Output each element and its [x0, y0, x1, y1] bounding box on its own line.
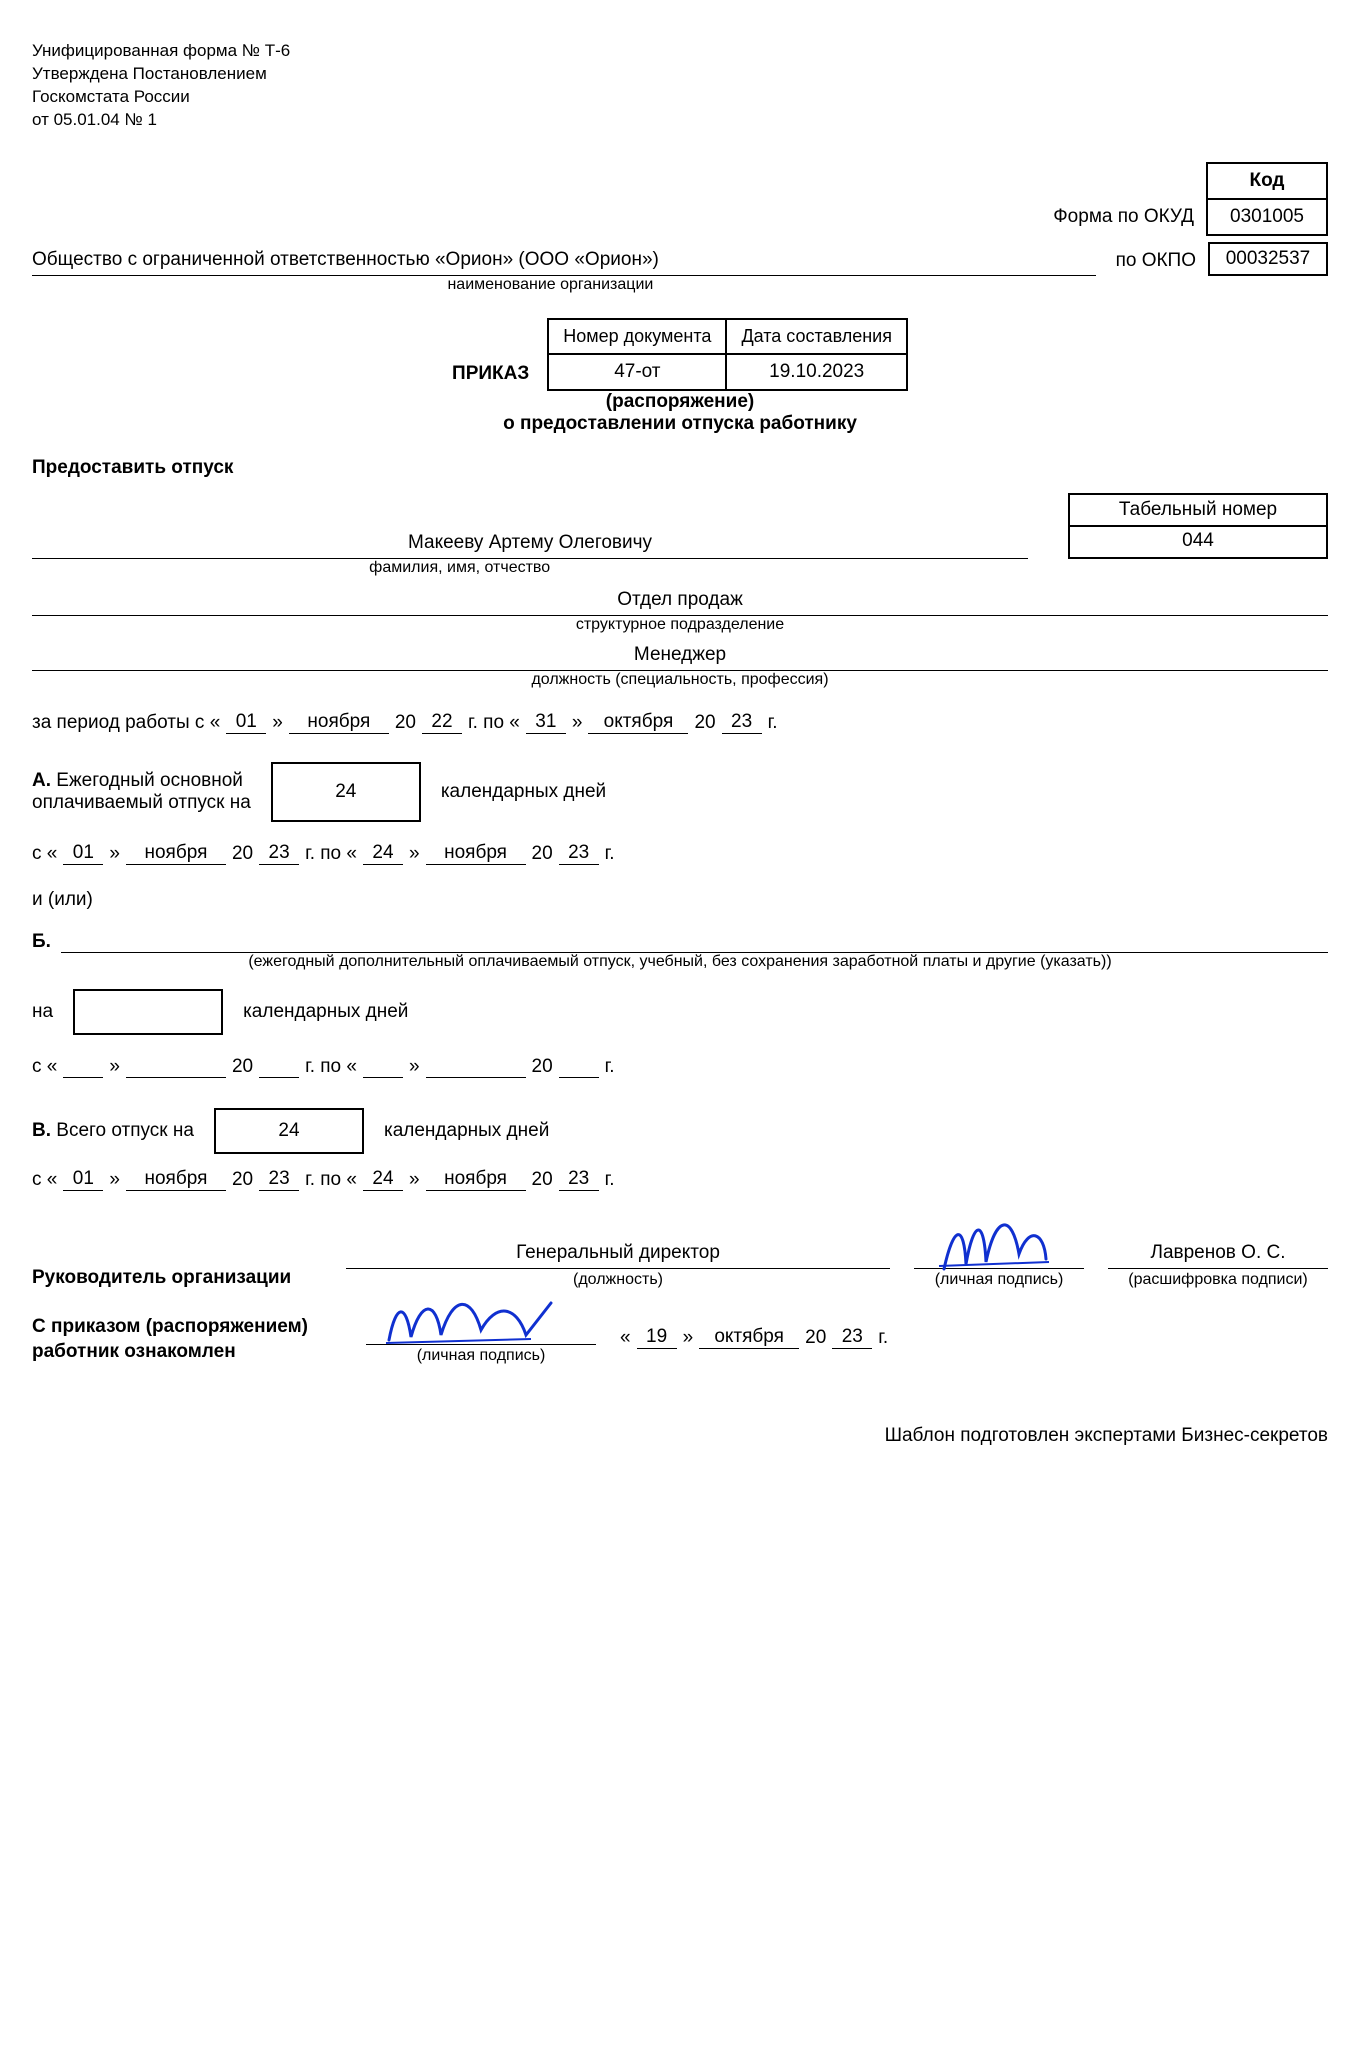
- a-m2: ноября: [426, 842, 526, 865]
- tab-value: 044: [1068, 525, 1328, 559]
- section-a-days: А. Ежегодный основной оплачиваемый отпус…: [32, 762, 1328, 822]
- okpo-label: по ОКПО: [1096, 250, 1208, 276]
- position: Менеджер: [32, 644, 1328, 671]
- doc-num-h: Номер документа: [548, 319, 726, 354]
- b-days: [73, 989, 223, 1035]
- title-sub2: о предоставлении отпуска работнику: [32, 413, 1328, 435]
- period-m1: ноября: [289, 711, 389, 734]
- b-days-row: на календарных дней: [32, 989, 1328, 1035]
- okpo-value: 00032537: [1208, 242, 1328, 276]
- a-d1: 01: [63, 842, 103, 865]
- b-y1: [259, 1055, 299, 1078]
- ozn-row: С приказом (распоряжением) работник озна…: [32, 1307, 1328, 1365]
- a-dates: с « 01 » ноября 20 23 г. по « 24 » ноябр…: [32, 842, 1328, 865]
- a-m1: ноября: [126, 842, 226, 865]
- position-caption: должность (специальность, профессия): [32, 671, 1328, 689]
- a-y2: 23: [559, 842, 599, 865]
- v-d1: 01: [63, 1168, 103, 1191]
- b-d2: [363, 1055, 403, 1078]
- b-y2: [559, 1055, 599, 1078]
- period-y1: 22: [422, 711, 462, 734]
- ruk-signature-icon: [934, 1214, 1054, 1274]
- org-name: Общество с ограниченной ответственностью…: [32, 249, 1096, 276]
- title-sub1: (распоряжение): [32, 391, 1328, 413]
- dept-caption: структурное подразделение: [32, 616, 1328, 634]
- codes-table: Код Форма по ОКУД 0301005: [1039, 162, 1328, 236]
- grant-label: Предоставить отпуск: [32, 457, 1328, 479]
- v-label: В.: [32, 1120, 51, 1141]
- b-dates: с « » 20 г. по « » 20 г.: [32, 1055, 1328, 1078]
- b-m1: [126, 1055, 226, 1078]
- ruk-position: Генеральный директор: [346, 1242, 890, 1269]
- fio-caption: фамилия, имя, отчество: [136, 559, 784, 577]
- ozn-y: 23: [832, 1326, 872, 1349]
- header-line: Утверждена Постановлением: [32, 63, 1328, 86]
- dept: Отдел продаж: [32, 589, 1328, 616]
- v-m2: ноября: [426, 1168, 526, 1191]
- ruk-name: Лавренов О. С.: [1108, 1242, 1328, 1269]
- doc-box: Номер документа Дата составления 47-от 1…: [547, 318, 908, 391]
- okud-label: Форма по ОКУД: [1039, 199, 1207, 235]
- section-v-days: В. Всего отпуск на 24 календарных дней: [32, 1108, 1328, 1154]
- period-d2: 31: [526, 711, 566, 734]
- a-days: 24: [271, 762, 421, 822]
- b-caption: (ежегодный дополнительный оплачиваемый о…: [32, 953, 1328, 971]
- header-line: Унифицированная форма № Т-6: [32, 40, 1328, 63]
- v-d2: 24: [363, 1168, 403, 1191]
- v-y1: 23: [259, 1168, 299, 1191]
- header-line: от 05.01.04 № 1: [32, 109, 1328, 132]
- okud-value: 0301005: [1207, 199, 1327, 235]
- b-m2: [426, 1055, 526, 1078]
- a-d2: 24: [363, 842, 403, 865]
- and-or: и (или): [32, 889, 1328, 911]
- fio: Макееву Артему Олеговичу: [32, 532, 1028, 559]
- work-period: за период работы с « 01 » ноября 20 22 г…: [32, 711, 1328, 734]
- section-b-line: Б.: [32, 931, 1328, 953]
- form-header: Унифицированная форма № Т-6 Утверждена П…: [32, 40, 1328, 132]
- ruk-row: Руководитель организации Генеральный дир…: [32, 1231, 1328, 1289]
- doc-num: 47-от: [548, 354, 726, 390]
- a-y1: 23: [259, 842, 299, 865]
- ozn-l2: работник ознакомлен: [32, 1341, 236, 1362]
- period-y2: 23: [722, 711, 762, 734]
- ozn-d: 19: [637, 1326, 677, 1349]
- doc-date-h: Дата составления: [726, 319, 907, 354]
- ozn-l1: С приказом (распоряжением): [32, 1316, 308, 1337]
- period-d1: 01: [226, 711, 266, 734]
- title-prikaz: ПРИКАЗ: [452, 363, 529, 391]
- v-m1: ноября: [126, 1168, 226, 1191]
- tab-header: Табельный номер: [1068, 493, 1328, 527]
- doc-date: 19.10.2023: [726, 354, 907, 390]
- v-y2: 23: [559, 1168, 599, 1191]
- ruk-label: Руководитель организации: [32, 1267, 322, 1289]
- header-line: Госкомстата России: [32, 86, 1328, 109]
- kod-header: Код: [1207, 163, 1327, 199]
- period-m2: октября: [588, 711, 688, 734]
- b-label: Б.: [32, 931, 61, 953]
- footer: Шаблон подготовлен экспертами Бизнес-сек…: [32, 1425, 1328, 1447]
- a-label: А.: [32, 770, 51, 791]
- b-d1: [63, 1055, 103, 1078]
- v-dates: с « 01 » ноября 20 23 г. по « 24 » ноябр…: [32, 1168, 1328, 1191]
- ozn-m: октября: [699, 1326, 799, 1349]
- v-days: 24: [214, 1108, 364, 1154]
- org-caption: наименование организации: [226, 276, 874, 294]
- worker-signature-icon: [381, 1295, 561, 1350]
